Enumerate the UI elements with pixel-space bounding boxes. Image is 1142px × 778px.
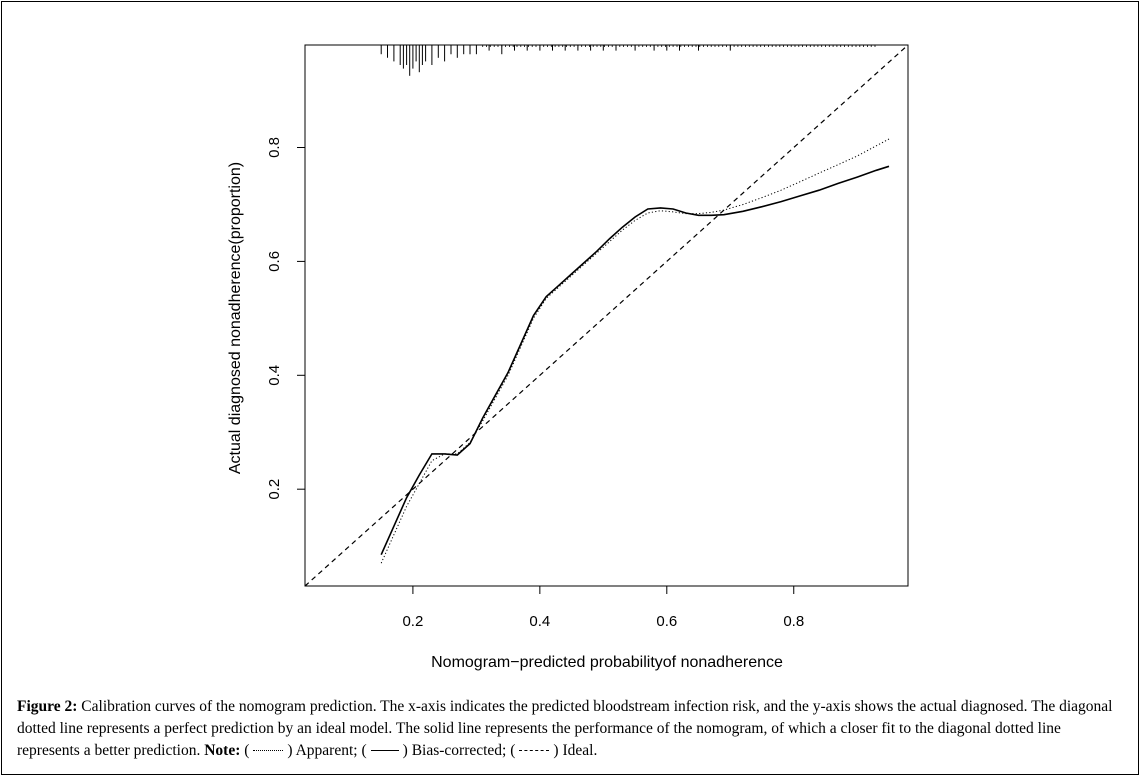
series-bias-corrected-line: [380, 165, 890, 556]
series-ideal-line: [304, 44, 909, 587]
y-tick-label: 0.4: [266, 365, 283, 386]
plot-area-box: [304, 44, 909, 587]
legend-apparent-swatch: [253, 740, 284, 751]
x-tick-label: 0.6: [656, 613, 677, 630]
legend-ideal-swatch: [519, 740, 550, 751]
figure-caption: Figure 2: Calibration curves of the nomo…: [17, 698, 1113, 759]
series-lines: [304, 44, 909, 587]
y-tick-label: 0.6: [266, 251, 283, 272]
x-tick-label: 0.4: [529, 613, 550, 630]
y-tick-label: 0.2: [266, 479, 283, 500]
caption-text: Calibration curves of the nomogram predi…: [17, 698, 1113, 759]
rug-marks: [380, 45, 876, 76]
legend-bias-label: Bias-corrected;: [411, 742, 507, 759]
y-axis: 0.2 0.4 0.6 0.8: [266, 137, 305, 500]
x-axis: 0.2 0.4 0.6 0.8: [402, 586, 804, 630]
y-tick-label: 0.8: [266, 137, 283, 158]
note-label: Note:: [204, 742, 241, 759]
legend-ideal-label: Ideal.: [562, 742, 598, 759]
calibration-chart: 0.2 0.4 0.6 0.8 0.2 0.4 0.6 0.8 Nomogram−predi…: [227, 44, 909, 671]
series-apparent-line: [380, 138, 890, 564]
caption-label: Figure 2:: [17, 698, 78, 715]
x-tick-label: 0.2: [402, 613, 423, 630]
legend-bias-swatch: [370, 740, 399, 751]
y-axis-label: Actual diagnosed nonadherence(proportion…: [227, 162, 244, 474]
legend-apparent-label: Apparent;: [295, 742, 358, 759]
x-tick-label: 0.8: [783, 613, 804, 630]
x-axis-label: Nomogram−predicted probabilityof nonadhe…: [431, 654, 783, 671]
